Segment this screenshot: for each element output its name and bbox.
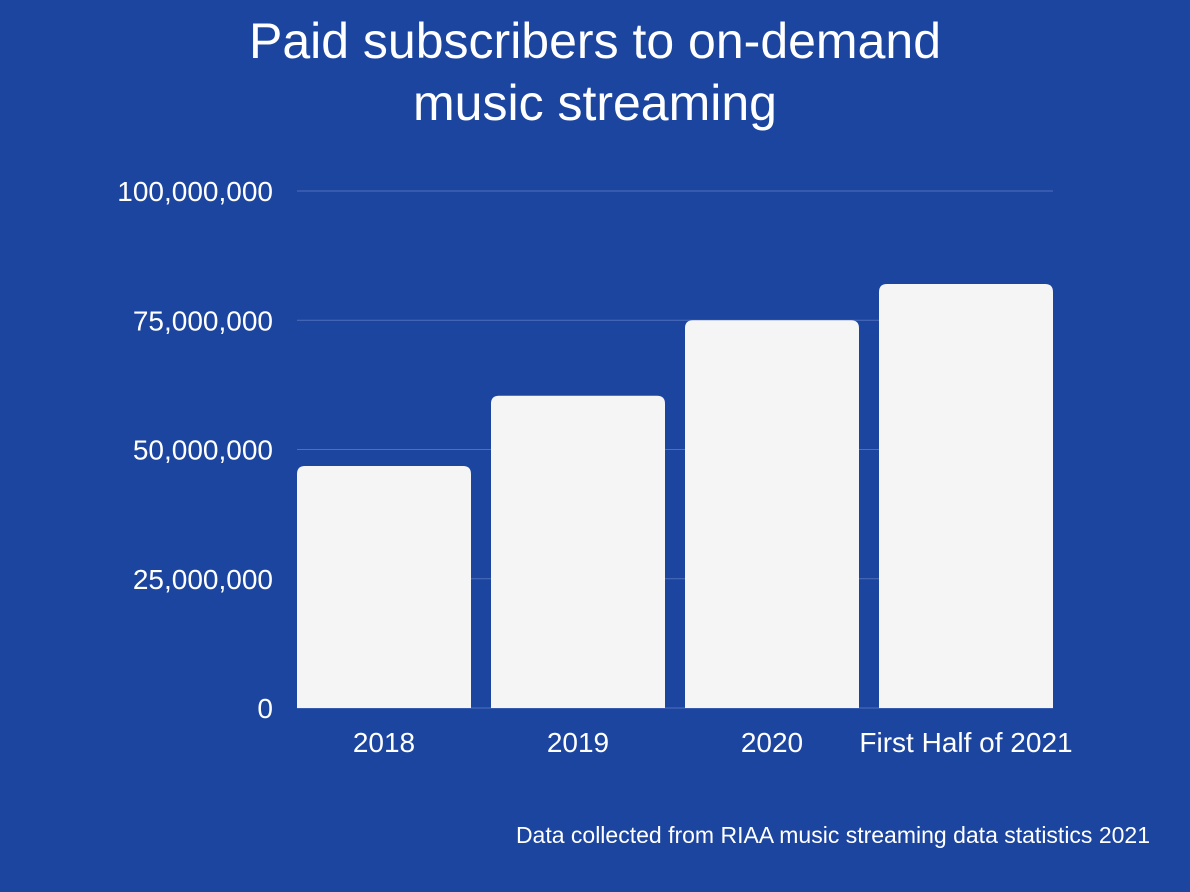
bar (685, 320, 859, 708)
y-tick-label: 25,000,000 (133, 564, 273, 595)
bar (491, 395, 665, 708)
y-tick-label: 50,000,000 (133, 435, 273, 466)
chart-title: Paid subscribers to on-demand music stre… (248, 13, 942, 131)
x-tick-label: 2018 (353, 727, 415, 758)
y-tick-label: 0 (257, 693, 273, 724)
x-tick-label: 2019 (547, 727, 609, 758)
x-axis: 2018 2019 2020 First Half of 2021 (353, 727, 1073, 758)
x-tick-label: 2020 (741, 727, 803, 758)
y-axis: 0 25,000,000 50,000,000 75,000,000 100,000,0… (117, 176, 273, 724)
source-note: Data collected from RIAA music streaming… (516, 822, 1150, 848)
y-tick-label: 100,000,000 (117, 176, 273, 207)
y-tick-label: 75,000,000 (133, 305, 273, 336)
bar (879, 284, 1053, 708)
x-tick-label: First Half of 2021 (859, 727, 1072, 758)
bars (297, 284, 1053, 708)
bar (297, 466, 471, 708)
